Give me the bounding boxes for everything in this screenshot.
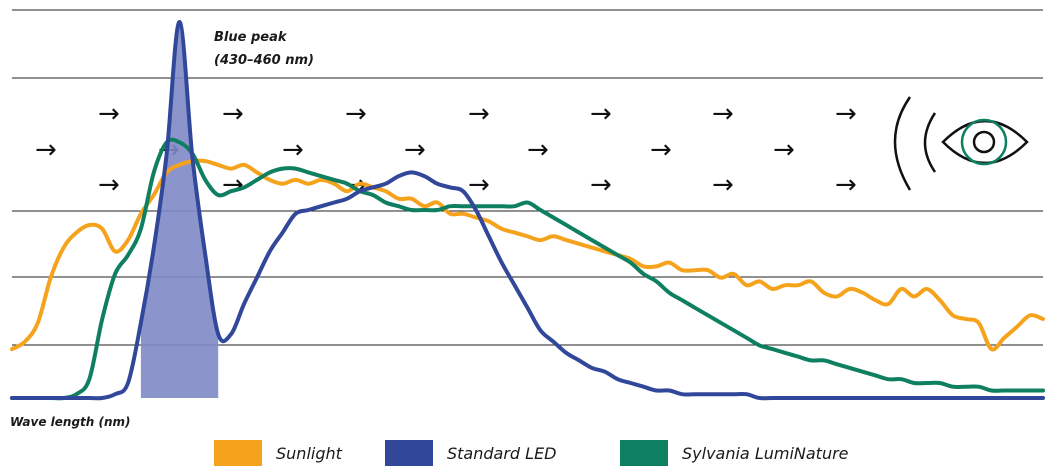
x-axis-label: Wave length (nm) xyxy=(10,415,131,429)
arrow-icon-10: → xyxy=(404,135,426,165)
arrow-icon-13: → xyxy=(773,135,795,165)
arrow-icon-7: → xyxy=(35,135,57,165)
blue-peak-annotation-line1: Blue peak xyxy=(214,30,288,45)
legend-label-sunlight: Sunlight xyxy=(276,443,342,463)
legend-swatch-sunlight xyxy=(214,440,262,466)
arrow-icon-17: → xyxy=(468,170,490,200)
arrow-icon-11: → xyxy=(527,135,549,165)
arrow-icon-0: → xyxy=(98,99,120,129)
series-line-standard-led xyxy=(10,19,1045,401)
legend-item-sunlight: Sunlight xyxy=(214,438,342,468)
arrow-icon-1: → xyxy=(222,99,244,129)
arrow-icon-20: → xyxy=(835,170,857,200)
legend-item-standard-led: Standard LED xyxy=(385,438,557,468)
arrow-icon-12: → xyxy=(650,135,672,165)
arrow-icon-4: → xyxy=(590,99,612,129)
arrow-icon-3: → xyxy=(468,99,490,129)
legend: Sunlight Standard LED Sylvania LumiNatur… xyxy=(0,438,1047,468)
series-line-sunlight xyxy=(10,158,1045,352)
eye-icon xyxy=(893,96,1029,191)
legend-item-sylvania-luminature: Sylvania LumiNature xyxy=(620,438,849,468)
legend-swatch-sylvania-luminature xyxy=(620,440,668,466)
blue-peak-annotation-line2: (430–460 nm) xyxy=(214,53,314,68)
arrow-icon-19: → xyxy=(712,170,734,200)
legend-label-sylvania-luminature: Sylvania LumiNature xyxy=(682,443,849,463)
arrow-icon-5: → xyxy=(712,99,734,129)
legend-label-standard-led: Standard LED xyxy=(447,443,557,463)
series-line-sylvania-luminature xyxy=(10,137,1045,401)
blue-peak-area xyxy=(140,22,219,398)
blue-peak-fill xyxy=(140,22,219,398)
series-lines xyxy=(10,19,1045,401)
arrow-icon-2: → xyxy=(345,99,367,129)
arrow-icon-18: → xyxy=(590,170,612,200)
arrow-icon-9: → xyxy=(282,135,304,165)
arrow-icon-6: → xyxy=(835,99,857,129)
arrow-icon-14: → xyxy=(98,170,120,200)
light-arrows: →→→→→→→→→→→→→→→→→→→→→ xyxy=(35,99,857,200)
legend-swatch-standard-led xyxy=(385,440,433,466)
